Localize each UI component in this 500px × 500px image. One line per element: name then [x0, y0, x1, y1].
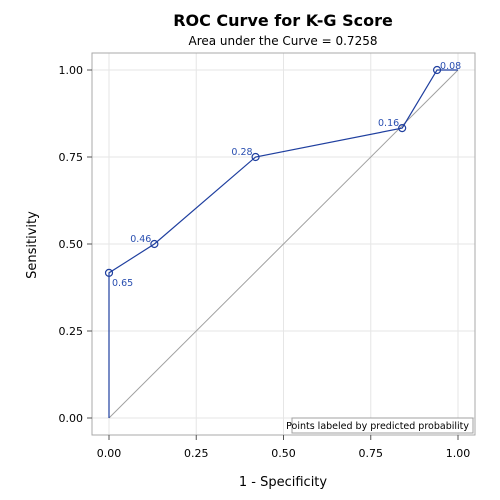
roc-point-label: 0.08	[440, 61, 461, 72]
roc-points: 0.65 0.46 0.28 0.16 0.08	[104, 61, 461, 289]
x-tick-label: 0.00	[97, 447, 122, 460]
roc-curve-line	[108, 69, 458, 418]
roc-point-marker	[150, 239, 159, 249]
axes: 0.00 0.25 0.50 0.75 1.00 0.00 0.25 0.50 0.75 1.00	[59, 64, 471, 460]
roc-point-marker	[432, 65, 442, 75]
roc-point-label: 0.28	[231, 147, 252, 158]
roc-point-label: 0.65	[112, 278, 133, 289]
roc-point-marker	[104, 268, 114, 277]
x-axis-label: 1 - Specificity	[239, 475, 328, 490]
roc-point-marker	[251, 152, 260, 162]
chart-title: ROC Curve for K-G Score	[173, 11, 393, 30]
x-tick-label: 0.75	[359, 447, 384, 460]
roc-point-marker	[398, 124, 407, 133]
y-tick-label: 0.75	[59, 151, 84, 164]
roc-point-label: 0.46	[130, 234, 151, 245]
y-tick-label: 0.50	[59, 238, 84, 251]
annotation-text: Points labeled by predicted probability	[286, 421, 469, 432]
y-tick-label: 1.00	[59, 64, 84, 77]
annotation-frame	[291, 417, 474, 434]
y-tick-label: 0.25	[59, 325, 84, 338]
annotation-box: Points labeled by predicted probability	[286, 417, 474, 434]
x-tick-label: 0.50	[271, 447, 296, 460]
y-tick-label: 0.00	[59, 412, 84, 425]
x-tick-label: 0.25	[184, 447, 209, 460]
y-axis-label: Sensitivity	[25, 211, 40, 279]
x-tick-label: 1.00	[446, 447, 471, 460]
grid-lines	[92, 53, 475, 435]
roc-point-label: 0.16	[378, 118, 399, 129]
chart-subtitle: Area under the Curve = 0.7258	[189, 34, 378, 48]
